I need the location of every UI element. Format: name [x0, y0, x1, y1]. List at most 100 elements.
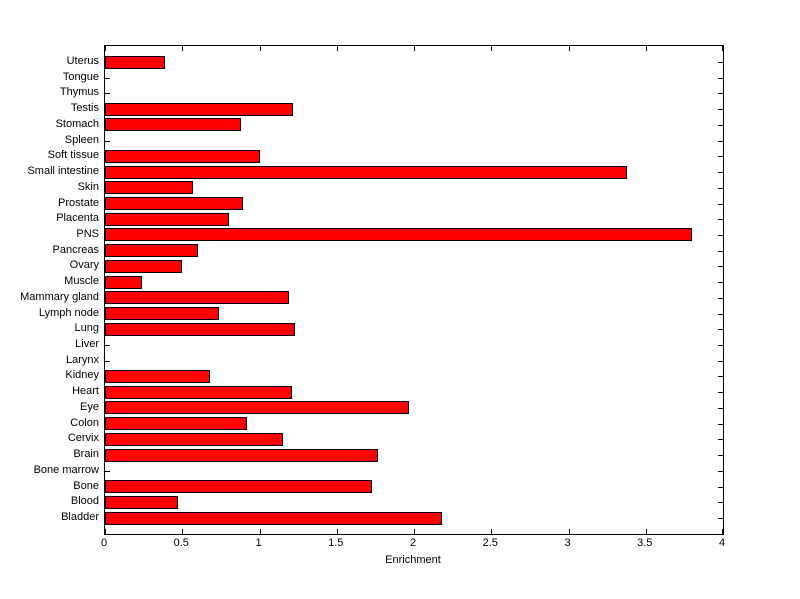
- x-tick-mark-bottom: [491, 529, 493, 534]
- y-tick-mark-left: [105, 77, 110, 79]
- y-tick-mark-right: [718, 376, 723, 378]
- x-tick-label-2: 2: [409, 537, 417, 549]
- y-tick-mark-right: [718, 360, 723, 362]
- y-tick-label-bone: Bone: [73, 479, 99, 492]
- y-tick-mark-right: [718, 502, 723, 504]
- y-tick-mark-left: [105, 470, 110, 472]
- y-tick-label-pns: PNS: [76, 227, 99, 240]
- bar-kidney: [105, 369, 210, 383]
- y-tick-mark-right: [718, 266, 723, 268]
- x-tick-mark-bottom: [336, 529, 338, 534]
- y-tick-label-colon: Colon: [70, 416, 99, 429]
- y-tick-mark-right: [718, 62, 723, 63]
- y-tick-mark-right: [718, 470, 723, 472]
- y-tick-label-bladder: Bladder: [61, 511, 99, 523]
- bar-prostate: [105, 197, 243, 211]
- y-tick-label-cervix: Cervix: [67, 432, 99, 445]
- y-tick-mark-left: [105, 93, 110, 95]
- y-tick-label-tongue: Tongue: [62, 70, 99, 83]
- x-tick-label-1.5: 1.5: [328, 537, 344, 549]
- bar-pancreas: [105, 244, 198, 258]
- y-tick-label-small-intestine: Small intestine: [27, 165, 99, 178]
- y-tick-label-lymph-node: Lymph node: [38, 306, 99, 319]
- y-tick-label-bone-marrow: Bone marrow: [33, 463, 99, 476]
- bar-soft-tissue: [105, 149, 260, 163]
- x-tick-mark-top: [645, 46, 647, 51]
- x-tick-mark-top: [722, 46, 723, 51]
- y-tick-label-mammary-gland: Mammary gland: [20, 290, 99, 303]
- y-tick-mark-right: [718, 439, 723, 441]
- y-tick-label-testis: Testis: [70, 102, 99, 115]
- y-tick-mark-right: [718, 93, 723, 95]
- x-tick-mark-top: [568, 46, 570, 51]
- x-tick-mark-bottom: [722, 529, 723, 534]
- x-tick-mark-top: [414, 46, 415, 51]
- bar-stomach: [105, 118, 241, 132]
- x-axis-label: Enrichment: [385, 554, 441, 566]
- bar-eye: [105, 401, 409, 415]
- y-tick-label-brain: Brain: [73, 448, 99, 461]
- y-tick-label-prostate: Prostate: [58, 196, 99, 209]
- x-tick-mark-bottom: [414, 529, 415, 534]
- x-tick-label-0: 0: [100, 537, 108, 549]
- y-tick-mark-right: [718, 109, 723, 111]
- y-tick-label-uterus: Uterus: [66, 55, 99, 67]
- y-tick-label-soft-tissue: Soft tissue: [47, 149, 99, 162]
- y-tick-mark-right: [718, 172, 723, 174]
- x-tick-label-1: 1: [255, 537, 262, 549]
- x-tick-mark-bottom: [105, 529, 106, 534]
- bar-bone: [105, 480, 372, 494]
- bar-pns: [105, 228, 692, 242]
- bar-small-intestine: [105, 165, 627, 179]
- x-tick-label-3: 3: [564, 537, 571, 549]
- y-tick-label-stomach: Stomach: [55, 117, 99, 130]
- y-tick-mark-right: [718, 77, 723, 79]
- bar-uterus: [105, 55, 165, 69]
- y-tick-label-spleen: Spleen: [64, 133, 99, 146]
- y-tick-label-lung: Lung: [74, 322, 99, 335]
- x-tick-label-4: 4: [718, 537, 726, 549]
- bar-colon: [105, 417, 247, 431]
- y-tick-mark-right: [718, 219, 723, 221]
- y-tick-mark-left: [105, 140, 110, 142]
- y-tick-mark-right: [718, 407, 723, 409]
- y-tick-mark-right: [718, 156, 723, 158]
- y-tick-label-pancreas: Pancreas: [52, 243, 99, 256]
- y-tick-mark-right: [718, 423, 723, 425]
- x-tick-label-0.5: 0.5: [173, 537, 189, 549]
- y-tick-label-larynx: Larynx: [65, 353, 99, 366]
- y-tick-mark-right: [718, 392, 723, 394]
- y-tick-mark-right: [718, 297, 723, 299]
- y-tick-mark-right: [718, 345, 723, 347]
- y-tick-mark-right: [718, 124, 723, 126]
- y-tick-label-kidney: Kidney: [65, 369, 99, 382]
- bar-bladder: [105, 511, 442, 525]
- x-tick-mark-top: [336, 46, 338, 51]
- bar-lymph-node: [105, 307, 219, 321]
- plot-area: [104, 45, 724, 535]
- x-tick-mark-top: [259, 46, 261, 51]
- y-tick-label-muscle: Muscle: [64, 275, 99, 288]
- y-tick-label-skin: Skin: [77, 180, 99, 193]
- bar-placenta: [105, 212, 229, 226]
- y-tick-label-blood: Blood: [70, 495, 99, 508]
- y-tick-mark-right: [718, 140, 723, 142]
- y-tick-mark-right: [718, 203, 723, 205]
- y-tick-mark-right: [718, 250, 723, 252]
- bar-ovary: [105, 259, 182, 273]
- bar-heart: [105, 385, 292, 399]
- x-tick-mark-top: [491, 46, 493, 51]
- x-tick-label-2.5: 2.5: [482, 537, 498, 549]
- y-tick-mark-right: [718, 486, 723, 488]
- y-tick-label-eye: Eye: [80, 400, 99, 413]
- bar-skin: [105, 181, 193, 195]
- bar-brain: [105, 448, 378, 462]
- y-tick-mark-right: [718, 313, 723, 315]
- x-tick-mark-bottom: [568, 529, 570, 534]
- y-tick-mark-right: [718, 518, 723, 519]
- y-tick-mark-right: [718, 455, 723, 457]
- x-tick-mark-top: [105, 46, 106, 51]
- y-tick-mark-right: [718, 234, 723, 236]
- y-tick-label-thymus: Thymus: [59, 86, 99, 99]
